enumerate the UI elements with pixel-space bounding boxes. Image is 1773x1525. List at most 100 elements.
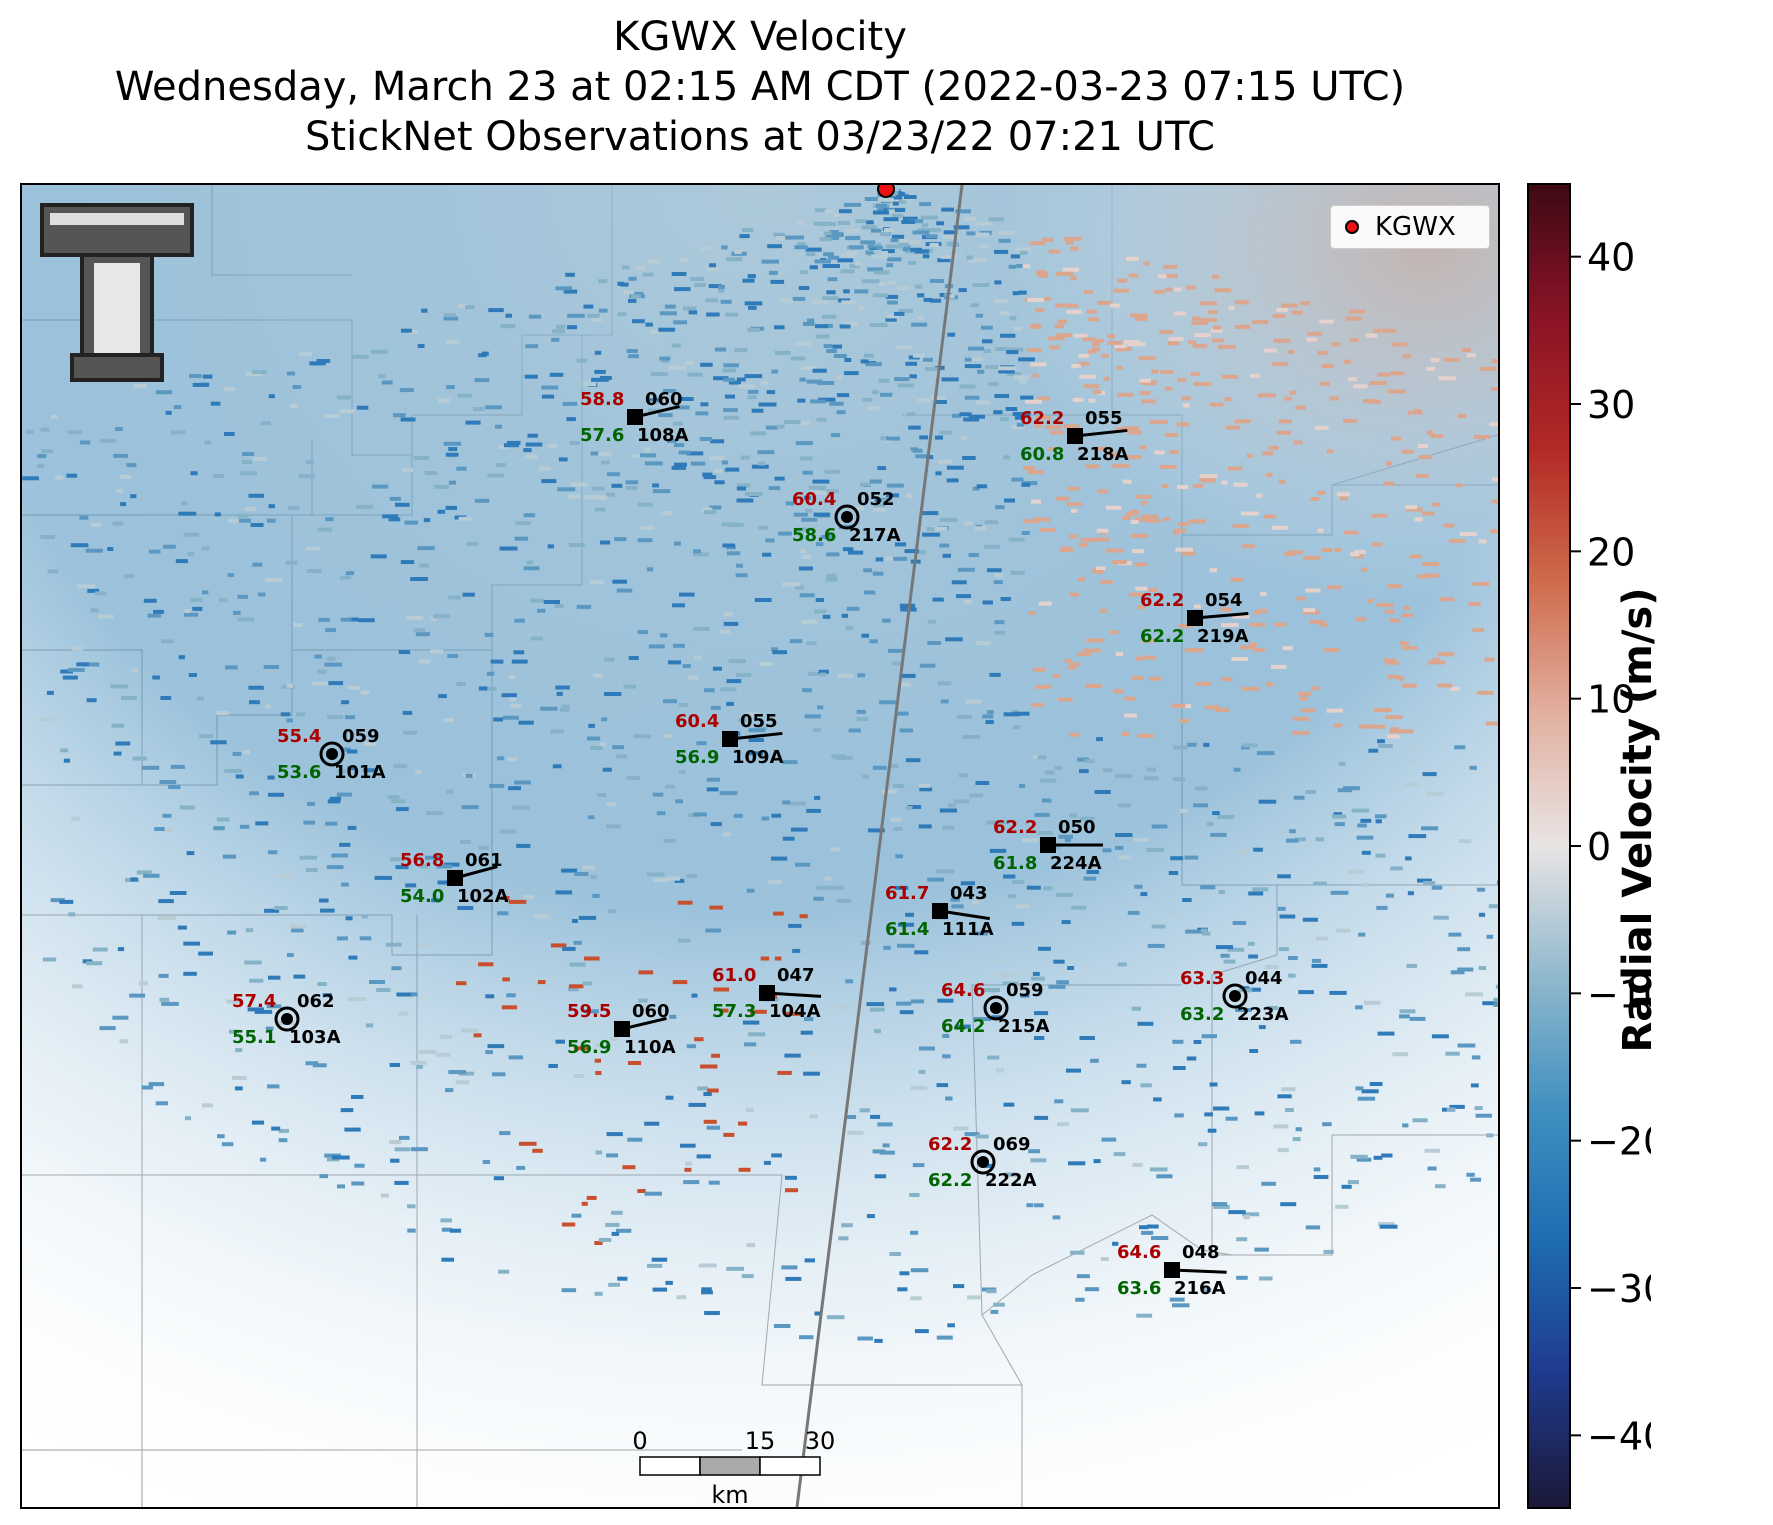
velocity-gate xyxy=(846,251,860,255)
velocity-gate xyxy=(617,1276,628,1281)
velocity-gate xyxy=(501,1005,518,1010)
velocity-gate xyxy=(746,1243,756,1248)
velocity-gate xyxy=(674,541,681,546)
velocity-gate xyxy=(184,609,191,614)
velocity-gate xyxy=(1292,1137,1301,1142)
velocity-gate xyxy=(1101,353,1110,358)
velocity-gate xyxy=(795,585,804,590)
velocity-gate xyxy=(594,350,602,355)
radar-site-marker[interactable] xyxy=(877,185,895,198)
velocity-gate xyxy=(1278,419,1292,424)
velocity-gate xyxy=(859,1108,870,1113)
velocity-gate xyxy=(1415,473,1429,478)
velocity-gate xyxy=(851,506,865,511)
velocity-gate xyxy=(929,279,944,283)
velocity-gate xyxy=(877,1122,893,1127)
velocity-gate xyxy=(1111,560,1127,565)
velocity-gate xyxy=(765,538,775,543)
velocity-gate xyxy=(264,908,280,913)
velocity-gate xyxy=(799,1335,814,1340)
velocity-gate xyxy=(1252,320,1269,325)
velocity-gate xyxy=(739,234,750,239)
velocity-gate xyxy=(1218,344,1236,349)
station-temperature: 62.2 xyxy=(1020,408,1064,429)
radar-map[interactable]: 58.8 060 57.6 108A 62.2 055 60.8 218A 60.4 052 58.… xyxy=(20,183,1500,1509)
velocity-gate xyxy=(391,966,402,971)
velocity-gate xyxy=(989,672,1001,677)
velocity-gate xyxy=(329,796,342,801)
velocity-gate xyxy=(1050,430,1065,435)
velocity-gate xyxy=(750,1009,767,1014)
velocity-gate xyxy=(1117,392,1134,397)
velocity-gate xyxy=(1242,743,1258,748)
velocity-gate xyxy=(710,822,722,827)
velocity-gate xyxy=(126,463,137,468)
velocity-gate xyxy=(812,479,830,484)
velocity-gate xyxy=(446,340,460,344)
velocity-gate xyxy=(687,372,703,377)
station-temperature: 59.5 xyxy=(567,1001,611,1022)
velocity-gate xyxy=(288,505,300,510)
station-id: 109A xyxy=(732,747,784,768)
velocity-gate xyxy=(1287,349,1295,354)
velocity-gate xyxy=(1193,1040,1202,1044)
velocity-gate xyxy=(1271,525,1288,530)
velocity-gate xyxy=(626,775,640,780)
velocity-gate xyxy=(658,413,673,418)
velocity-gate xyxy=(703,1119,717,1124)
velocity-gate xyxy=(1291,310,1303,315)
velocity-gate xyxy=(824,876,832,881)
velocity-gate xyxy=(996,1068,1005,1073)
velocity-gate xyxy=(1067,665,1077,670)
velocity-gate xyxy=(576,358,588,363)
velocity-gate xyxy=(526,560,533,565)
velocity-gate xyxy=(632,454,647,458)
velocity-gate xyxy=(1182,898,1192,902)
velocity-gate xyxy=(810,399,826,404)
velocity-gate xyxy=(855,261,862,266)
velocity-gate xyxy=(1282,646,1293,651)
velocity-gate xyxy=(915,454,929,459)
velocity-gate xyxy=(219,598,228,603)
velocity-gate xyxy=(1437,683,1453,688)
velocity-gate xyxy=(885,294,899,299)
velocity-gate xyxy=(1390,371,1405,376)
velocity-gate xyxy=(418,659,431,664)
velocity-gate xyxy=(1377,372,1391,377)
velocity-gate xyxy=(317,669,327,674)
velocity-gate xyxy=(320,908,335,913)
velocity-gate xyxy=(1196,681,1212,686)
velocity-gate xyxy=(595,1043,605,1048)
velocity-gate xyxy=(709,905,723,910)
velocity-gate xyxy=(710,439,725,444)
velocity-gate xyxy=(461,805,479,810)
velocity-gate xyxy=(768,880,782,885)
velocity-gate xyxy=(997,230,1015,235)
velocity-gate xyxy=(1465,992,1483,997)
velocity-gate xyxy=(531,636,543,641)
velocity-gate xyxy=(1478,912,1486,917)
velocity-gate xyxy=(81,662,100,667)
texas-tech-logo xyxy=(40,203,194,382)
velocity-gate xyxy=(637,1189,646,1193)
velocity-gate xyxy=(437,509,446,514)
velocity-gate xyxy=(950,897,960,902)
velocity-gate xyxy=(573,1074,585,1078)
velocity-gate xyxy=(972,900,980,905)
